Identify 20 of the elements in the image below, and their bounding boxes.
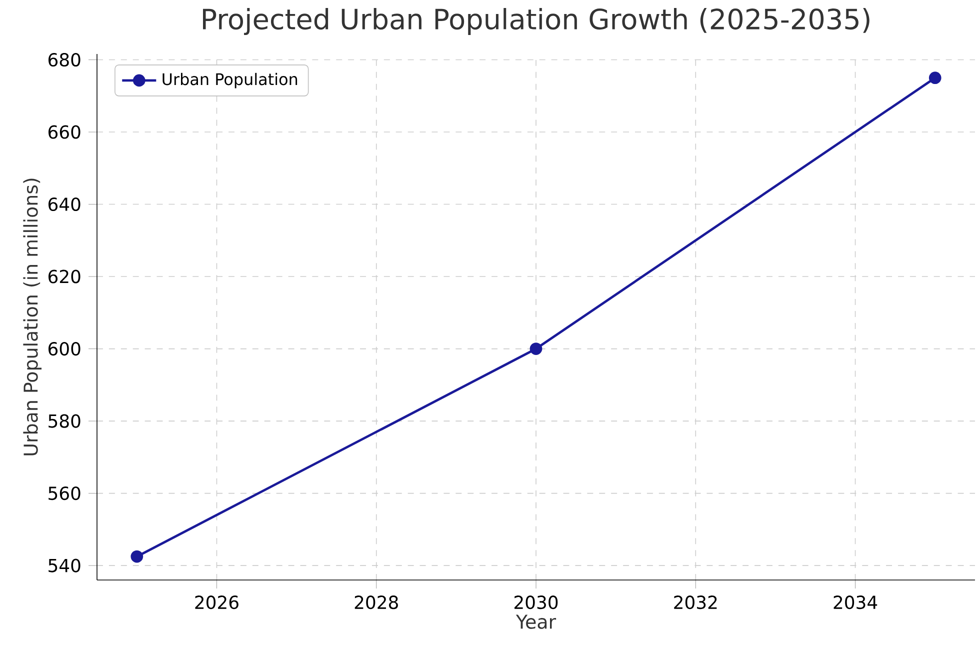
y-tick-label: 680	[48, 52, 80, 67]
y-tick-label: 540	[48, 558, 80, 572]
x-tick-label: 2026	[195, 596, 238, 610]
x-axis-title: Year	[516, 614, 556, 629]
x-tick-label: 2032	[674, 596, 717, 610]
y-tick-label: 620	[48, 270, 80, 284]
y-tick-label: 600	[48, 342, 80, 356]
chart-title: Projected Urban Population Growth (2025-2035)	[203, 8, 870, 36]
point	[530, 342, 542, 355]
y-tick-label: 580	[48, 414, 80, 428]
x-tick-label: 2028	[354, 596, 398, 610]
x-tick-label: 2030	[514, 596, 558, 610]
x-tick-label: 2034	[834, 596, 878, 610]
legend-label: Urban Population	[162, 72, 298, 88]
point	[130, 550, 144, 563]
y-tick-label: 560	[48, 486, 80, 500]
y-tick-label: 660	[48, 125, 80, 139]
y-tick-label: 640	[48, 197, 80, 212]
point	[928, 72, 942, 84]
y-axis-title: Urban Population (in millions)	[23, 178, 42, 456]
